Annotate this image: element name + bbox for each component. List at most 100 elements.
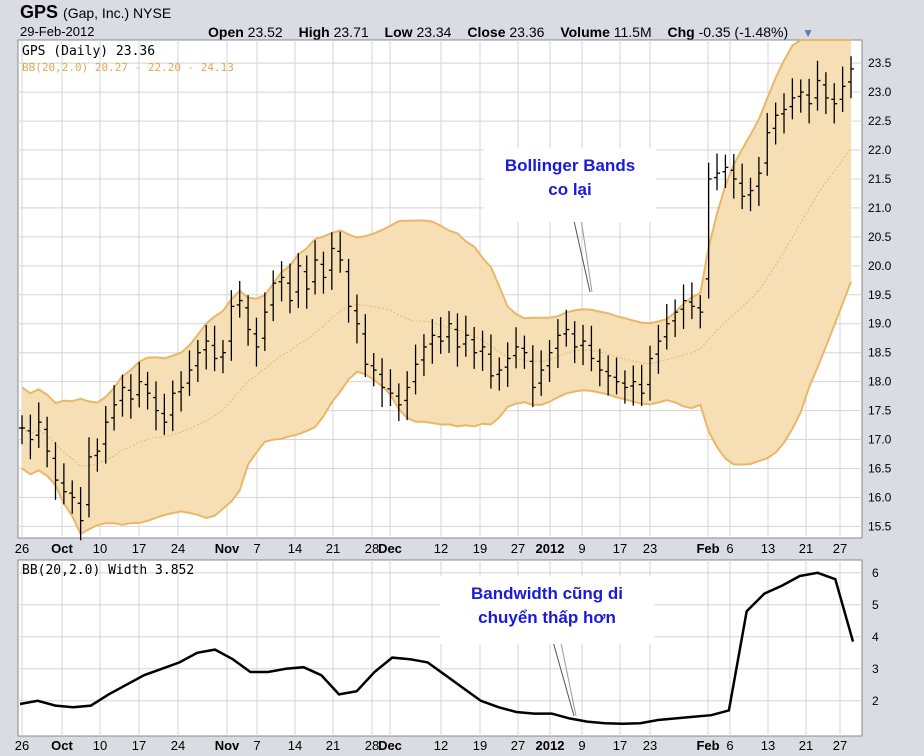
dropdown-arrow-icon[interactable]: ▼ — [802, 26, 814, 40]
bandwidth-legend: BB(20,2.0) Width 3.852 — [22, 563, 194, 578]
ohlc-bar — [705, 162, 712, 299]
ohlc-bar — [379, 358, 386, 408]
ohlc-bar — [253, 317, 260, 367]
quote-date: 29-Feb-2012 — [20, 24, 95, 39]
bw-x-tick-label: 19 — [473, 738, 487, 753]
ohlc-bar — [546, 339, 553, 382]
bw-y-tick-label: 4 — [872, 630, 879, 644]
price-legend: GPS (Daily) 23.36 — [22, 44, 155, 59]
ohlc-bar — [848, 56, 854, 99]
ohlc-bar — [203, 324, 210, 370]
ohlc-bar — [797, 79, 804, 113]
ohlc-bar — [69, 480, 76, 514]
ohlc-bar — [437, 317, 444, 354]
ohlc-bar — [353, 294, 360, 344]
chart-header: GPS (Gap, Inc.) NYSE 29-Feb-2012 Open 23… — [0, 0, 924, 40]
ohlc-bar — [814, 60, 821, 111]
bw-x-tick-label: 21 — [326, 738, 340, 753]
ohlc-bar — [152, 381, 159, 431]
company-name: (Gap, Inc.) NYSE — [63, 5, 172, 21]
ohlc-bar — [211, 325, 218, 372]
ohlc-bar — [60, 463, 67, 505]
bb-legend: BB(20,2.0) 20.27 - 22.20 - 24.13 — [22, 61, 234, 74]
ohlc-bar — [638, 364, 645, 406]
ohlc-bar — [245, 295, 252, 346]
ohlc-bar — [446, 311, 453, 353]
bw-x-tick-label: 23 — [643, 738, 657, 753]
bw-y-tick-label: 6 — [872, 566, 879, 580]
bw-x-tick-label: 12 — [434, 738, 448, 753]
y-tick-label: 17.5 — [868, 404, 892, 418]
ohlc-bar — [44, 416, 51, 468]
ohlc-bar — [764, 112, 771, 176]
ohlc-bar — [370, 352, 377, 387]
x-tick-label: 27 — [511, 541, 525, 556]
ohlc-bar — [605, 355, 612, 396]
bollinger-band-fill — [22, 40, 851, 534]
y-tick-label: 16.0 — [868, 490, 892, 504]
x-tick-label: Nov — [215, 541, 240, 556]
bw-x-tick-label: 9 — [578, 738, 585, 753]
ohlc-summary: Open 23.52 High 23.71 Low 23.34 Close 23… — [208, 24, 814, 40]
ohlc-bar — [663, 304, 670, 350]
bw-x-tick-label: 7 — [253, 738, 260, 753]
ohlc-bar — [630, 365, 637, 406]
x-tick-label: Dec — [378, 541, 402, 556]
ohlc-bar — [504, 342, 511, 387]
ohlc-bar — [295, 253, 302, 309]
ohlc-bar — [580, 324, 587, 366]
ohlc-bar — [345, 258, 352, 323]
ohlc-bar — [554, 319, 561, 369]
x-tick-label: Feb — [696, 541, 719, 556]
ohlc-bar — [328, 232, 335, 290]
y-tick-label: 18.5 — [868, 346, 892, 360]
x-tick-label: 17 — [613, 541, 627, 556]
x-tick-label: 27 — [833, 541, 847, 556]
y-tick-label: 19.0 — [868, 317, 892, 331]
chg-value: -0.35 (-1.48%) — [698, 24, 789, 40]
x-tick-label: 21 — [799, 541, 813, 556]
low-value: 23.34 — [416, 24, 452, 40]
ohlc-bar — [320, 251, 327, 294]
ohlc-bar — [730, 154, 737, 199]
bollinger-upper-band — [21, 39, 851, 405]
x-tick-label: 14 — [288, 541, 302, 556]
bollinger-middle-band — [21, 148, 852, 467]
ohlc-bar — [688, 282, 695, 320]
ohlc-bar — [77, 487, 84, 541]
y-tick-label: 21.5 — [868, 172, 892, 186]
x-tick-label: 17 — [132, 541, 146, 556]
ohlc-bar — [596, 348, 603, 387]
bands-annotation: Bollinger Bands co lại — [484, 148, 656, 222]
ohlc-bar — [680, 284, 687, 329]
ohlc-bar — [647, 345, 654, 401]
ohlc-bar — [186, 350, 193, 396]
ohlc-bar — [412, 344, 419, 395]
ohlc-bar — [563, 309, 570, 347]
bands-pointer-line-shadow — [579, 211, 593, 293]
ohlc-bar — [613, 357, 620, 395]
ohlc-bar — [571, 321, 578, 364]
x-tick-label: 6 — [726, 541, 733, 556]
ohlc-bar — [697, 295, 704, 329]
bw-y-tick-label: 3 — [872, 662, 879, 676]
bw-x-tick-label: 14 — [288, 738, 302, 753]
ohlc-bar — [487, 334, 494, 389]
bw-pointer-line-shadow — [559, 637, 577, 717]
bw-pointer-line — [551, 637, 575, 717]
x-tick-label: 2012 — [536, 541, 565, 556]
y-tick-label: 15.5 — [868, 519, 892, 533]
bandwidth-annotation: Bandwidth cũng di chuyển thấp hơn — [440, 576, 654, 644]
y-tick-label: 20.0 — [868, 259, 892, 273]
ohlc-bar — [538, 350, 545, 396]
x-tick-label: 21 — [326, 541, 340, 556]
bw-x-tick-label: 21 — [799, 738, 813, 753]
ohlc-bar — [161, 393, 168, 435]
close-value: 23.36 — [509, 24, 545, 40]
ohlc-bar — [655, 324, 662, 374]
y-tick-label: 17.0 — [868, 433, 892, 447]
ohlc-bar — [755, 156, 762, 206]
bw-x-tick-label: 13 — [761, 738, 775, 753]
ohlc-bar — [831, 83, 838, 124]
